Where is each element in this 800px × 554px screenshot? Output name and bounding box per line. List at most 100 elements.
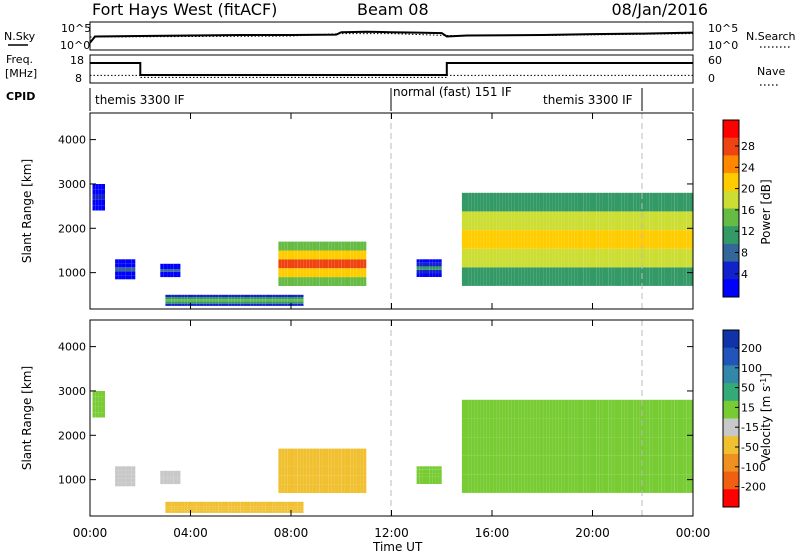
echo-cell: [677, 437, 681, 456]
echo-cell: [190, 506, 194, 509]
echo-cell: [419, 273, 423, 277]
echo-cell: [262, 504, 266, 507]
echo-cell: [668, 437, 672, 456]
echo-cell: [646, 437, 650, 456]
echo-cell: [278, 299, 282, 302]
echo-cell: [639, 192, 643, 212]
echo-cell: [278, 277, 282, 286]
echo-cell: [174, 504, 178, 507]
echo-cell: [231, 506, 235, 509]
echo-cell: [483, 418, 487, 437]
echo-cell: [225, 297, 229, 300]
echo-cell: [177, 506, 181, 509]
echo-cell: [624, 455, 628, 475]
echo-cell: [357, 448, 361, 458]
echo-cell: [92, 189, 96, 195]
echo-cell: [240, 501, 244, 504]
echo-cell: [294, 299, 298, 302]
echo-cell: [574, 248, 578, 268]
echo-cell: [331, 277, 335, 286]
noise-left-label: N.Sky: [4, 30, 36, 43]
echo-cell: [518, 211, 522, 230]
echo-cell: [350, 250, 354, 260]
echo-cell: [461, 248, 465, 268]
echo-cell: [187, 510, 191, 513]
time-axis-ticks: 00:00 04:00 08:00 12:00 16:00 20:00 00:00: [73, 113, 710, 540]
time-tick-label: 16:00: [475, 526, 510, 540]
echo-cell: [190, 301, 194, 304]
echo-cell: [419, 480, 423, 484]
echo-cell: [658, 267, 662, 286]
echo-cell: [546, 455, 550, 475]
echo-cell: [228, 504, 232, 507]
echo-cell: [231, 303, 235, 306]
echo-cell: [287, 448, 291, 458]
echo-cell: [187, 504, 191, 507]
echo-cell: [228, 508, 232, 511]
echo-cell: [686, 230, 690, 249]
echo-cell: [518, 248, 522, 268]
echo-cell: [480, 474, 484, 493]
echo-cell: [225, 508, 229, 511]
echo-cell: [300, 457, 304, 467]
echo-region-main-band: [461, 192, 693, 286]
echo-cell: [360, 484, 364, 493]
echo-cell: [543, 248, 547, 268]
echo-cell: [184, 504, 188, 507]
echo-cell: [115, 474, 119, 479]
echo-cell: [338, 268, 342, 278]
echo-cell: [228, 297, 232, 300]
echo-cell: [521, 211, 525, 230]
echo-cell: [363, 448, 367, 458]
echo-cell: [294, 457, 298, 467]
echo-cell: [165, 301, 169, 304]
echo-cell: [322, 484, 326, 493]
echo-cell: [357, 241, 361, 251]
echo-cell: [272, 303, 276, 306]
echo-cell: [419, 262, 423, 267]
echo-cell: [121, 263, 126, 268]
echo-cell: [508, 474, 512, 493]
echo-cell: [618, 230, 622, 249]
echo-cell: [193, 299, 197, 302]
echo-cell: [422, 473, 426, 477]
echo-cell: [461, 230, 465, 249]
echo-cell: [92, 396, 96, 402]
echo-cell: [231, 297, 235, 300]
echo-cell: [121, 267, 126, 272]
echo-cell: [689, 418, 693, 437]
echo-cell: [306, 268, 310, 278]
echo-cell: [297, 484, 301, 493]
echo-cell: [344, 484, 348, 493]
echo-cell: [419, 477, 423, 481]
echo-cell: [328, 475, 332, 485]
echo-cell: [671, 248, 675, 268]
echo-cell: [284, 466, 288, 476]
echo-cell: [128, 474, 132, 479]
echo-cell: [480, 267, 484, 286]
echo-cell: [128, 259, 132, 264]
echo-cell: [661, 211, 665, 230]
echo-cell: [493, 399, 497, 419]
echo-cell: [165, 510, 169, 513]
echo-cell: [206, 501, 210, 504]
echo-cell: [568, 455, 572, 475]
echo-cell: [614, 418, 618, 437]
echo-cell: [281, 259, 285, 269]
echo-cell: [416, 469, 420, 474]
echo-cell: [225, 301, 229, 304]
echo-cell: [167, 481, 171, 485]
echo-cell: [589, 211, 593, 230]
echo-cell: [477, 211, 481, 230]
echo-cell: [131, 470, 136, 475]
echo-cell: [605, 248, 609, 268]
echo-cell: [486, 267, 490, 286]
echo-cell: [256, 508, 260, 511]
echo-cell: [341, 250, 345, 260]
echo-cell: [608, 399, 612, 419]
echo-cell: [168, 303, 172, 306]
echo-cell: [118, 478, 122, 483]
echo-cell: [461, 192, 465, 212]
echo-cell: [596, 211, 600, 230]
echo-cell: [643, 437, 647, 456]
